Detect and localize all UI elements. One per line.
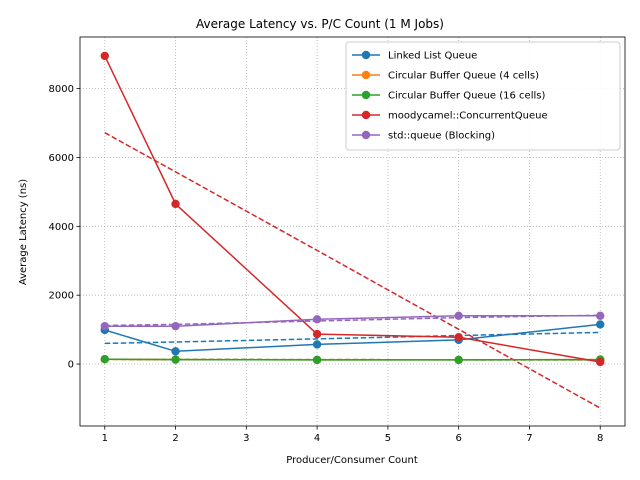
legend-swatch-marker	[361, 50, 371, 60]
data-point-moodycamel-concurrentqueue	[100, 51, 109, 61]
chart-title: Average Latency vs. P/C Count (1 M Jobs)	[196, 17, 444, 31]
data-point-circular-buffer-queue-16-cells	[171, 355, 180, 364]
data-point-linked-list-queue	[171, 347, 180, 356]
x-axis-title: Producer/Consumer Count	[286, 455, 418, 466]
x-tick-label: 2	[172, 433, 178, 444]
x-tick-label: 1	[102, 433, 108, 444]
y-tick-label: 4000	[49, 222, 74, 233]
x-tick-label: 7	[526, 433, 532, 444]
data-point-linked-list-queue	[312, 340, 322, 349]
data-point-circular-buffer-queue-16-cells	[100, 355, 109, 364]
legend-swatch-marker	[361, 110, 371, 120]
x-tick-label: 5	[385, 433, 391, 444]
data-point-moodycamel-concurrentqueue	[312, 329, 322, 339]
legend: Linked List Queue Circular Buffer Queue (…	[345, 41, 621, 151]
data-point-circular-buffer-queue-16-cells	[312, 355, 322, 365]
y-tick-label: 0	[68, 360, 74, 371]
legend-label: moodycamel::ConcurrentQueue	[388, 111, 548, 122]
x-tick-label: 4	[314, 433, 320, 444]
y-axis-title: Average Latency (ns)	[18, 179, 29, 285]
data-point-std-queue-blocking	[100, 321, 109, 331]
data-point-std-queue-blocking	[171, 321, 180, 331]
x-tick-label: 6	[455, 433, 461, 444]
data-point-std-queue-blocking	[454, 311, 463, 321]
plot-frame	[79, 36, 626, 427]
data-point-moodycamel-concurrentqueue	[454, 332, 463, 342]
legend-swatch-marker	[361, 130, 371, 140]
legend-swatch-marker	[361, 70, 371, 80]
trend-line-moodycamel-concurrentqueue	[104, 132, 601, 409]
data-point-std-queue-blocking	[312, 315, 322, 324]
legend-swatch-marker	[361, 90, 371, 100]
data-point-circular-buffer-queue-16-cells	[454, 355, 463, 365]
trend-line-linked-list-queue	[104, 331, 601, 345]
y-tick-label: 8000	[49, 84, 74, 95]
legend-label: Circular Buffer Queue (16 cells)	[388, 91, 545, 102]
data-point-moodycamel-concurrentqueue	[171, 199, 180, 209]
x-tick-label: 3	[243, 433, 249, 444]
y-tick-label: 6000	[49, 153, 74, 164]
x-tick-label: 8	[597, 433, 603, 444]
axis-ticks: 1 2 3 4 5 6 7 8 0 2000 4000 6000 8000	[49, 84, 604, 444]
trend-lines	[104, 132, 601, 409]
legend-label: std::queue (Blocking)	[388, 131, 495, 142]
y-tick-label: 2000	[49, 291, 74, 302]
legend-label: Circular Buffer Queue (4 cells)	[388, 71, 539, 82]
data-point-moodycamel-concurrentqueue	[596, 357, 605, 367]
legend-label: Linked List Queue	[388, 51, 477, 62]
data-point-std-queue-blocking	[596, 311, 605, 321]
series-lines	[100, 51, 605, 367]
legend-box	[345, 41, 621, 151]
series-line-linked-list-queue	[104, 323, 601, 353]
data-point-linked-list-queue	[596, 320, 605, 329]
